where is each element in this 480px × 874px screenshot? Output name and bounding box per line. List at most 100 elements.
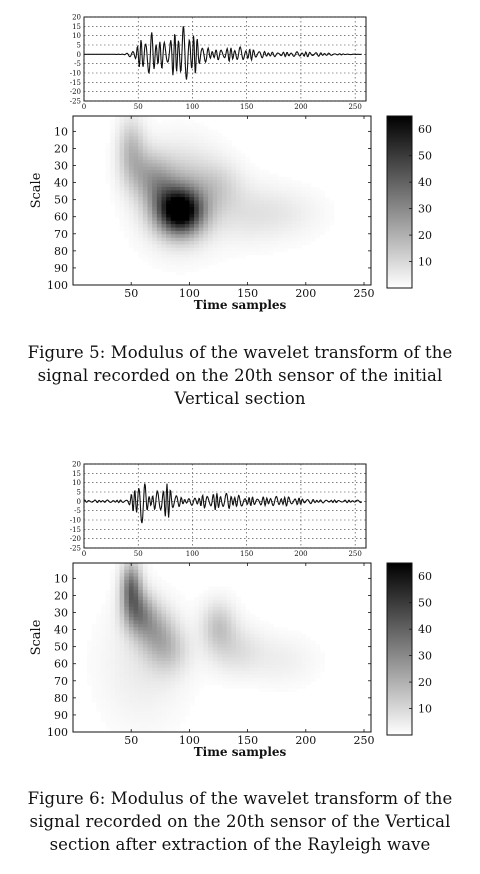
scalogram-cell bbox=[198, 220, 204, 225]
scalogram-cell bbox=[161, 149, 167, 154]
scalogram-cell bbox=[119, 603, 125, 608]
scalogram-cell bbox=[133, 163, 139, 168]
scalogram-cell bbox=[194, 264, 200, 269]
scalogram-cell bbox=[152, 711, 158, 716]
scalogram-cell bbox=[124, 210, 130, 215]
scalogram-cell bbox=[217, 230, 223, 235]
scalogram-cell bbox=[147, 200, 153, 205]
scalogram-cell bbox=[156, 214, 163, 218]
scalogram-cell bbox=[170, 637, 177, 642]
scalogram-cell bbox=[235, 224, 242, 229]
scalogram-cell bbox=[166, 224, 172, 229]
scalogram-cell bbox=[170, 230, 177, 235]
scalogram-cell bbox=[152, 627, 158, 632]
scalogram-cell bbox=[249, 251, 256, 256]
scalogram-cell bbox=[142, 129, 149, 134]
scalogram-cell bbox=[245, 664, 251, 669]
y-tick-label: -5 bbox=[74, 507, 81, 515]
scalogram-cell bbox=[124, 623, 130, 628]
scalogram-cell bbox=[119, 163, 125, 168]
scalogram-cell bbox=[226, 667, 232, 672]
scalogram-cell bbox=[161, 677, 167, 682]
scalogram-cell bbox=[147, 674, 153, 679]
scalogram-cell bbox=[138, 566, 144, 571]
scalogram-cell bbox=[194, 661, 200, 665]
scalogram-cell bbox=[124, 704, 130, 709]
scalogram-cell bbox=[222, 143, 228, 148]
scalogram-cell bbox=[175, 667, 181, 672]
scalogram-cell bbox=[184, 691, 191, 696]
scalogram-cell bbox=[259, 183, 265, 188]
scalogram-cell bbox=[189, 214, 195, 218]
scalogram-cell bbox=[268, 230, 274, 235]
scalogram-cell bbox=[147, 163, 153, 168]
y-tick-label: 20 bbox=[54, 142, 68, 155]
scalogram-cell bbox=[156, 637, 163, 642]
scalogram-cell bbox=[198, 617, 204, 622]
scalogram-cell bbox=[128, 661, 135, 665]
scalogram-cell bbox=[175, 129, 181, 134]
scalogram-cell bbox=[310, 220, 316, 225]
x-tick-label: 150 bbox=[237, 734, 258, 747]
scalogram-cell bbox=[249, 637, 256, 642]
scalogram-cell bbox=[319, 657, 326, 662]
x-tick-label: 0 bbox=[82, 103, 86, 111]
scalogram-cell bbox=[128, 610, 135, 615]
scalogram-cell bbox=[147, 183, 153, 188]
scalogram-cell bbox=[147, 190, 153, 195]
scalogram-cell bbox=[184, 610, 191, 615]
scalogram-cell bbox=[166, 241, 172, 246]
scalogram-cell bbox=[152, 725, 158, 730]
scalogram-cell bbox=[142, 153, 149, 158]
scalogram-cell bbox=[268, 623, 274, 628]
scalogram-cell bbox=[170, 244, 177, 249]
scalogram-cell bbox=[268, 667, 274, 672]
scalogram-cell bbox=[222, 153, 228, 158]
scalogram-cell bbox=[273, 667, 279, 672]
scalogram-cell bbox=[315, 667, 321, 672]
scalogram-cell bbox=[287, 637, 293, 642]
scalogram-cell bbox=[226, 146, 232, 151]
scalogram-cell bbox=[226, 620, 232, 625]
scalogram-cell bbox=[235, 627, 242, 632]
waveform-trace bbox=[84, 26, 362, 80]
scalogram-cell bbox=[240, 180, 246, 185]
scalogram-cell bbox=[180, 244, 186, 249]
scalogram-cell bbox=[128, 166, 135, 171]
scalogram-cell bbox=[240, 234, 246, 239]
scalogram-cell bbox=[170, 159, 177, 164]
scalogram-cell bbox=[128, 606, 135, 611]
scalogram-cell bbox=[180, 227, 186, 232]
scalogram-cell bbox=[263, 644, 270, 649]
scalogram-cell bbox=[91, 647, 97, 652]
scalogram-cell bbox=[161, 694, 167, 699]
scalogram-cell bbox=[142, 620, 149, 625]
scalogram-cell bbox=[166, 170, 172, 175]
scalogram-cell bbox=[147, 261, 153, 266]
scalogram-cell bbox=[100, 667, 107, 672]
scalogram-cell bbox=[100, 644, 107, 649]
scalogram-cell bbox=[263, 241, 270, 246]
scalogram-cell bbox=[208, 186, 214, 191]
scalogram-cell bbox=[128, 630, 135, 635]
scalogram-cell bbox=[114, 667, 121, 672]
scalogram-cell bbox=[240, 176, 246, 181]
scalogram-cell bbox=[296, 180, 302, 185]
scalogram-cell bbox=[96, 674, 102, 679]
x-tick-label: 50 bbox=[124, 287, 138, 300]
scalogram-cell bbox=[208, 200, 214, 205]
scalogram-cell bbox=[184, 654, 191, 659]
scalogram-cell bbox=[142, 220, 149, 225]
scalogram-cell bbox=[240, 217, 246, 222]
scalogram-cell bbox=[100, 630, 107, 635]
scalogram-cell bbox=[142, 603, 149, 608]
scalogram-cell bbox=[166, 163, 172, 168]
scalogram-cell bbox=[305, 667, 312, 672]
scalogram-cell bbox=[142, 630, 149, 635]
scalogram-cell bbox=[254, 210, 260, 215]
scalogram-cell bbox=[124, 701, 130, 706]
scalogram-cell bbox=[170, 251, 177, 256]
scalogram-cell bbox=[114, 718, 121, 723]
scalogram-cell bbox=[249, 644, 256, 649]
scalogram-cell bbox=[184, 244, 191, 249]
